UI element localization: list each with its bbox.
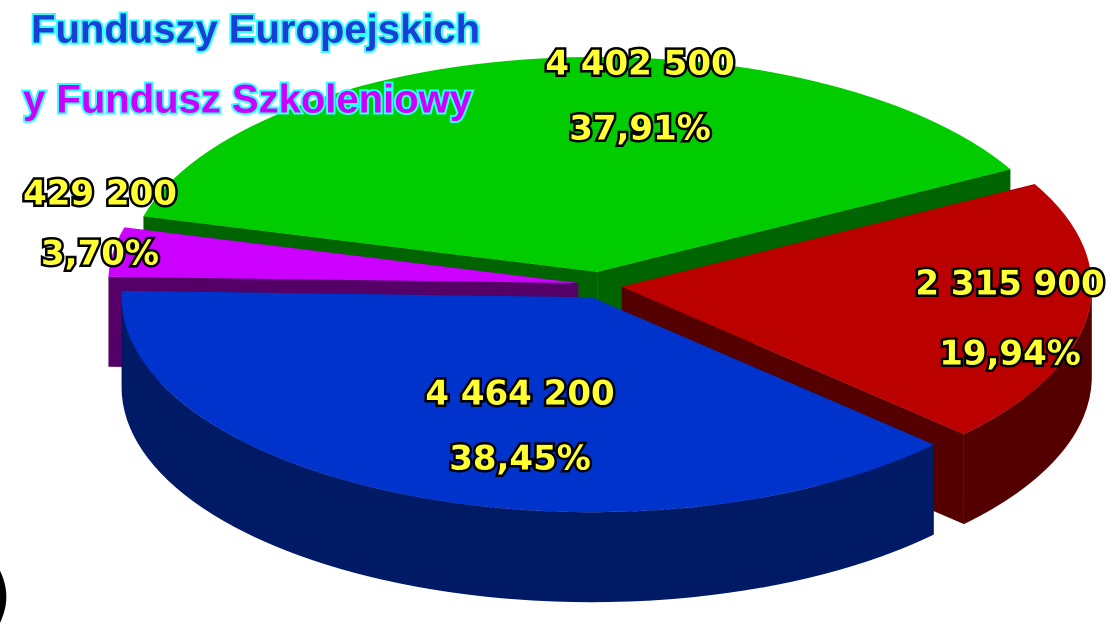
- slice-top: [108, 227, 579, 284]
- data-label: 429 200: [23, 174, 177, 214]
- data-label: 19,94%: [939, 334, 1081, 374]
- annotation: ): [0, 548, 13, 633]
- data-label: 4 464 200: [425, 374, 614, 414]
- legend-entry: y Fundusz Szkoleniowy: [23, 78, 473, 122]
- slice-side: [121, 297, 934, 603]
- pie-slice: [121, 290, 934, 603]
- data-label: 37,91%: [569, 109, 711, 149]
- slice-top: [121, 290, 934, 513]
- slice-top: [621, 184, 1092, 435]
- slice-side: [963, 286, 1092, 525]
- legend-entry: Funduszy Europejskich: [31, 8, 480, 52]
- data-label: 4 402 500: [545, 44, 734, 84]
- slice-top: [143, 56, 1011, 272]
- data-label: 2 315 900: [915, 264, 1104, 304]
- data-label: 38,45%: [449, 439, 591, 479]
- data-label: 3,70%: [41, 234, 159, 274]
